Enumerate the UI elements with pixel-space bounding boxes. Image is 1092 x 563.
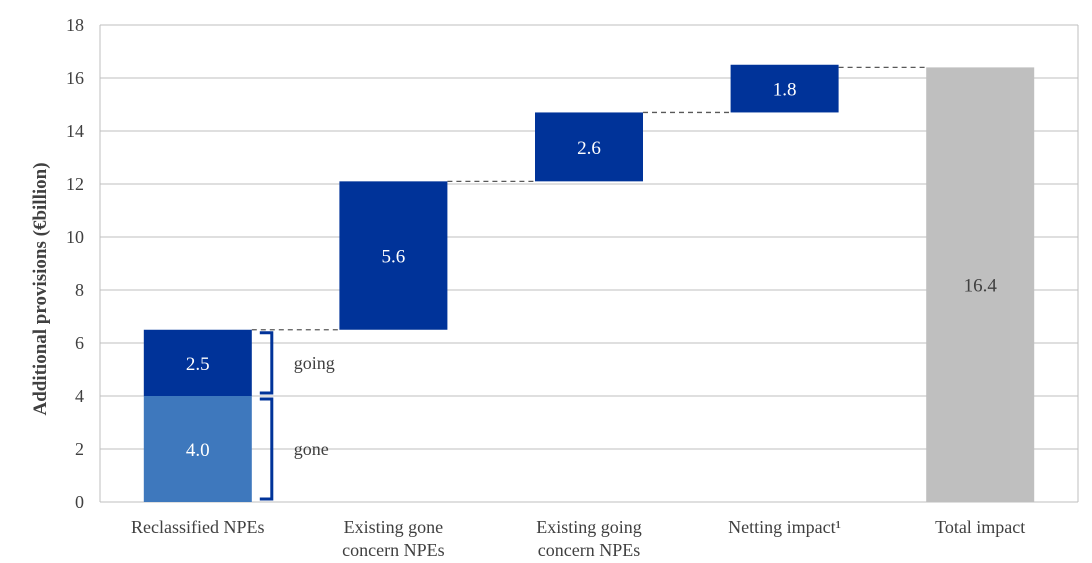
y-tick-label: 6	[75, 333, 84, 353]
x-axis-categories: Reclassified NPEs Existing gone concern NP…	[131, 517, 1025, 560]
y-tick-label: 4	[75, 386, 84, 406]
category-label: Netting impact¹	[728, 517, 841, 537]
category-label: concern NPEs	[342, 540, 444, 560]
category-label: Existing going	[536, 517, 642, 537]
y-tick-label: 8	[75, 280, 84, 300]
gridlines	[99, 24, 1079, 503]
category-label: Reclassified NPEs	[131, 517, 264, 537]
brace-label: gone	[294, 439, 329, 459]
category-label: concern NPEs	[538, 540, 640, 560]
bar-value-label: 2.5	[186, 354, 210, 375]
y-tick-label: 2	[75, 439, 84, 459]
y-tick-label: 0	[75, 492, 84, 512]
y-tick-label: 18	[66, 15, 84, 35]
bar	[730, 64, 839, 113]
bar	[143, 396, 252, 502]
y-axis-ticks: 0 2 4 6 8 10 12 14 16 18	[66, 15, 84, 512]
y-tick-label: 14	[66, 121, 84, 141]
bar-value-label: 5.6	[382, 247, 406, 268]
category-label: Existing gone	[344, 517, 444, 537]
bar	[143, 329, 252, 396]
brace	[259, 397, 274, 501]
braces: going gone	[259, 331, 335, 501]
bars: 4.0 2.5 5.6 2.6 1.8 16.4	[143, 64, 1035, 503]
bar	[535, 112, 643, 182]
y-tick-label: 10	[66, 227, 84, 247]
brace-label: going	[294, 353, 335, 373]
y-tick-label: 12	[66, 174, 84, 194]
bar-value-label: 1.8	[773, 80, 797, 101]
bar-value-label: 4.0	[186, 440, 210, 461]
y-tick-label: 16	[66, 68, 84, 88]
bar-value-label: 2.6	[577, 138, 601, 159]
connector-lines	[251, 66, 927, 331]
bar	[926, 67, 1035, 503]
category-label: Total impact	[935, 517, 1025, 537]
bar-value-label: 16.4	[964, 276, 998, 297]
brace	[259, 331, 274, 395]
y-axis-title: Additional provisions (€billion)	[30, 162, 51, 415]
bar	[339, 181, 448, 330]
